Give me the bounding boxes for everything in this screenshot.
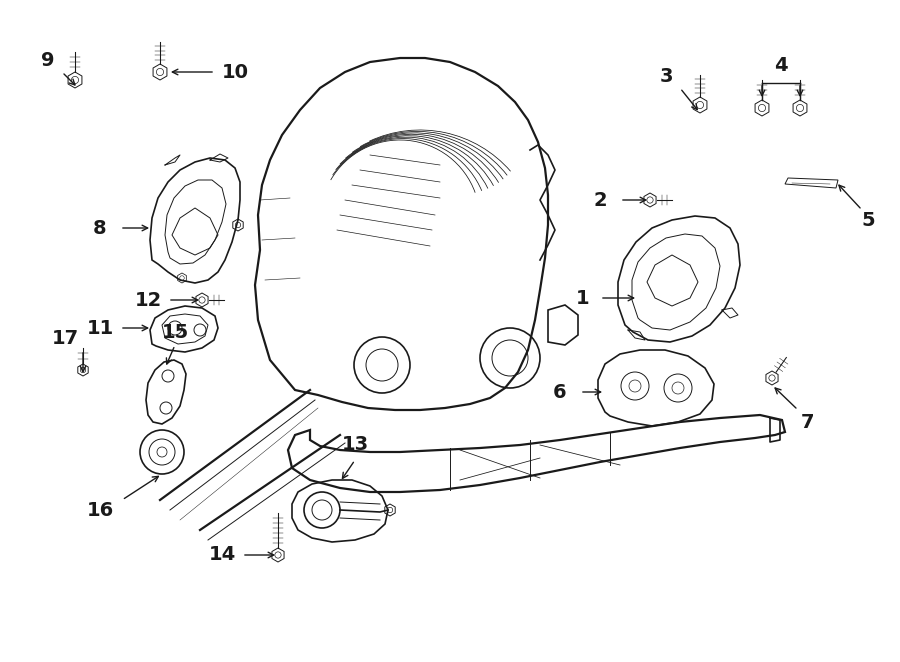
Text: 1: 1 xyxy=(576,289,590,308)
Text: 12: 12 xyxy=(134,291,162,310)
Text: 17: 17 xyxy=(51,328,78,348)
Text: 10: 10 xyxy=(221,62,248,81)
Text: 13: 13 xyxy=(341,436,369,455)
Text: 16: 16 xyxy=(86,500,113,520)
Text: 4: 4 xyxy=(774,56,788,75)
Text: 2: 2 xyxy=(593,191,607,209)
Text: 3: 3 xyxy=(659,66,673,85)
Text: 11: 11 xyxy=(86,318,113,338)
Text: 15: 15 xyxy=(161,322,189,342)
Text: 8: 8 xyxy=(94,218,107,238)
Text: 5: 5 xyxy=(861,211,875,230)
Text: 7: 7 xyxy=(801,412,814,432)
Text: 9: 9 xyxy=(41,50,55,70)
Text: 6: 6 xyxy=(554,383,567,401)
Text: 14: 14 xyxy=(209,545,236,565)
